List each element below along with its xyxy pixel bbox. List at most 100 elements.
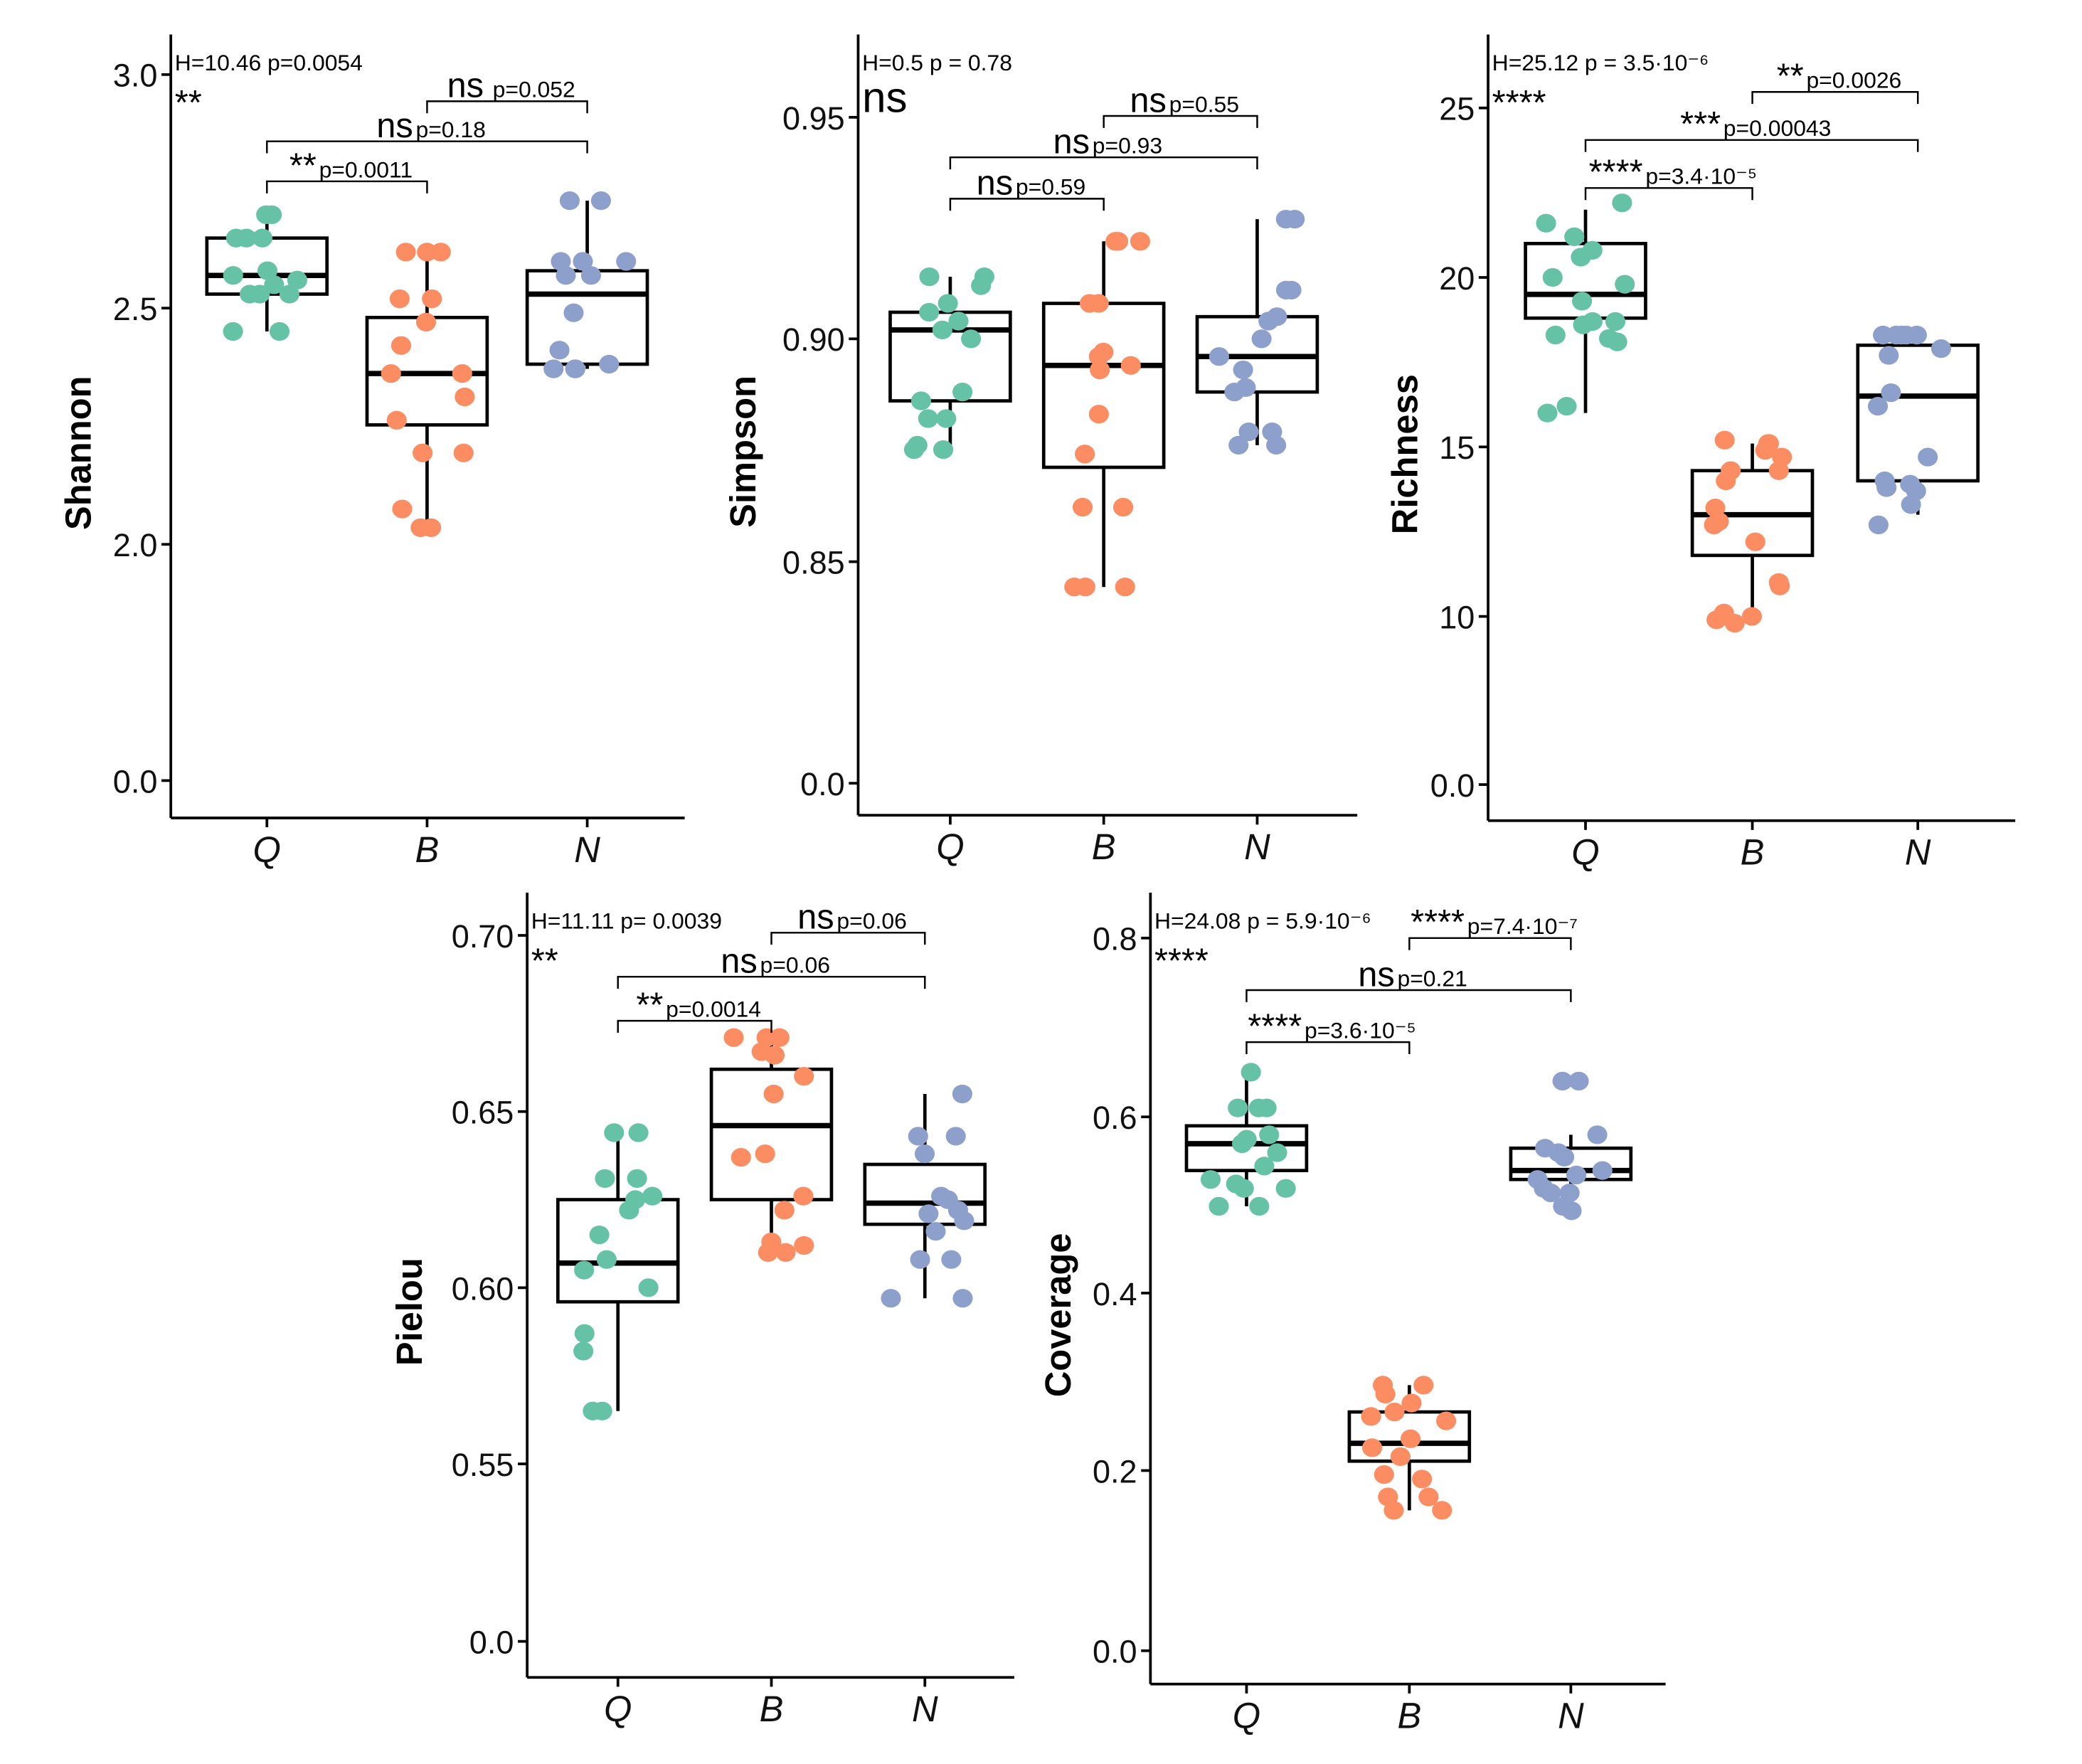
data-point-N [1592,1161,1613,1180]
y-axis-title: Shannon [58,376,99,530]
data-point-N [1552,1071,1573,1091]
data-point-Q [574,1260,595,1280]
data-point-B [1088,405,1109,424]
y-tick-label: 0.2 [1093,1453,1137,1489]
comparison-label: ns p=0.18 [376,107,486,145]
data-point-N [1876,478,1897,497]
data-point-B [415,312,437,332]
comparison-B-N: ns p=0.052 [426,67,588,114]
data-point-B [417,243,437,262]
y-tick-label: 25 [1439,91,1475,127]
bracket [949,198,1105,211]
box-B [1690,430,1815,633]
box-N [1856,325,1980,535]
x-tick-label: Q [936,827,964,867]
data-point-B [413,443,433,462]
data-point-B [1115,578,1135,597]
data-point-N [918,1204,939,1223]
comparison-label: ns p=0.59 [977,164,1086,203]
data-point-B [1741,607,1762,626]
data-point-N [559,191,580,211]
y-tick-label: 0.0 [1430,767,1475,804]
data-point-B [1105,232,1126,251]
data-point-N [1238,423,1259,442]
data-point-B [1432,1501,1452,1520]
data-point-Q [1537,403,1558,423]
data-point-N [1930,339,1951,358]
y-tick-label: 15 [1439,430,1475,466]
kruskal-test-label: H=24.08 p = 5.9·10⁻⁶ [1154,908,1371,934]
data-point-Q [573,1341,594,1361]
data-point-B [758,1243,778,1262]
comparison-label: ** p=0.0014 [636,987,761,1025]
comparison-Q-N: ns p=0.93 [949,123,1258,170]
significance-stars: ** [1777,58,1804,96]
data-point-Q [933,440,954,459]
data-point-N [910,1250,930,1269]
data-point-B [794,1067,814,1086]
significance-stars: ns [1130,81,1167,119]
significance-stars: *** [1680,105,1721,144]
y-tick-label: 0.6 [1093,1100,1137,1136]
comparison-label: ns p=0.55 [1130,81,1239,119]
data-point-B [794,1236,814,1255]
comparison-Q-B: ** p=0.0011 [266,147,428,193]
data-point-N [1566,1165,1587,1185]
significance-stars: ns [977,164,1014,203]
data-point-B [1768,461,1789,480]
data-point-Q [1259,1125,1280,1144]
data-point-Q [1607,332,1627,351]
data-point-N [1233,360,1253,380]
y-tick-label: 0.65 [452,1095,514,1131]
data-point-B [386,410,407,430]
comparison-Q-B: **** p=3.4·10⁻⁵ [1584,154,1757,201]
comparison-label: **** p=7.4·10⁻⁷ [1411,903,1578,942]
comparison-label: **** p=3.6·10⁻⁵ [1248,1008,1416,1046]
x-tick-label: B [1397,1696,1421,1736]
comparison-B-N: **** p=7.4·10⁻⁷ [1408,903,1578,950]
p-value: p=0.55 [1169,91,1239,117]
data-point-N [580,266,601,285]
y-tick-label: 0.60 [452,1270,514,1307]
data-point-Q [1615,275,1635,294]
y-axis-title: Pielou [389,1258,430,1366]
data-point-B [395,243,416,262]
x-tick-label: N [912,1689,938,1729]
comparison-label: ** p=0.0026 [1777,58,1902,96]
y-tick-label: 0.0 [469,1624,514,1660]
data-point-N [1541,1183,1561,1203]
kruskal-test-label: H=10.46 p=0.0054 [175,50,363,75]
x-tick-label: N [574,829,600,870]
box-N [1195,210,1319,455]
data-point-Q [257,261,278,280]
data-point-Q [638,1278,659,1297]
y-axis-title: Richness [1385,374,1425,534]
data-point-B [391,336,412,355]
data-point-N [551,252,571,271]
data-point-Q [592,1401,612,1420]
bracket [1751,91,1919,105]
bracket [266,180,428,193]
x-tick-label: B [415,829,440,870]
box-iqr [556,1198,680,1304]
significance-stars: ns [1358,955,1395,994]
data-point-Q [236,228,257,248]
bracket [1408,937,1572,950]
data-point-N [1553,1147,1575,1167]
data-point-Q [223,322,243,341]
box-iqr [525,269,649,366]
data-point-N [1891,325,1912,345]
data-point-N [565,359,585,378]
data-point-N [1258,312,1279,331]
data-point-B [1075,578,1095,597]
data-point-B [1400,1429,1421,1448]
data-point-Q [1200,1170,1221,1189]
data-point-Q [1542,267,1563,287]
bracket [426,100,588,114]
p-value: p=0.00043 [1724,115,1832,141]
data-point-B [1120,356,1141,375]
data-point-N [1251,329,1272,349]
significance-stars: ns [1053,123,1090,161]
data-point-Q [910,391,932,410]
data-point-Q [1545,325,1566,345]
